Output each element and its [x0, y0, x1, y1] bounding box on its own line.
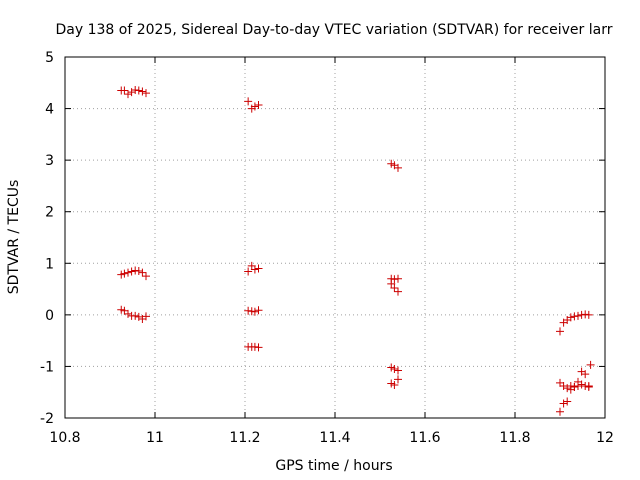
ticks: [64, 56, 606, 419]
data-point: [390, 365, 399, 374]
data-point: [120, 86, 129, 95]
data-point: [559, 399, 568, 408]
data-point: [120, 269, 129, 278]
data-point: [250, 265, 259, 274]
y-tick-label: -1: [40, 359, 54, 375]
data-point: [566, 313, 575, 322]
data-point: [556, 407, 564, 416]
x-tick-label: 11.4: [319, 430, 350, 446]
data-point: [134, 267, 143, 276]
data-point: [134, 86, 143, 95]
data-point: [127, 88, 136, 97]
data-point: [138, 87, 147, 96]
data-point: [134, 312, 143, 321]
x-tick-label: 11: [146, 430, 164, 446]
y-tick-label: -2: [40, 411, 54, 427]
data-point: [556, 327, 564, 336]
data-point: [142, 312, 150, 321]
data-point: [586, 360, 595, 369]
data-point: [131, 266, 140, 275]
x-axis-label: GPS time / hours: [275, 458, 392, 474]
data-point: [584, 382, 593, 391]
grid: [65, 57, 605, 418]
data-point: [138, 268, 147, 277]
y-tick-label: 0: [45, 308, 54, 324]
data-point: [394, 274, 402, 283]
x-tick-label: 11.2: [229, 430, 260, 446]
data-point: [254, 343, 263, 352]
data-point: [394, 375, 402, 384]
data-point: [394, 287, 402, 296]
data-point: [581, 370, 590, 379]
data-point: [124, 309, 132, 318]
data-point: [250, 307, 259, 316]
data-point: [124, 268, 132, 277]
data-point: [390, 275, 399, 284]
y-tick-label: 2: [45, 205, 54, 221]
data-point: [577, 310, 586, 319]
data-point: [250, 102, 259, 111]
data-point: [581, 310, 590, 319]
data-points: [117, 86, 595, 416]
y-tick-label: 1: [45, 256, 54, 272]
data-point: [574, 377, 582, 386]
data-point: [570, 383, 579, 392]
data-point: [254, 264, 263, 273]
data-point: [563, 397, 572, 406]
data-point: [390, 380, 399, 389]
data-point: [570, 312, 579, 321]
data-point: [244, 97, 253, 106]
data-point: [142, 272, 150, 281]
x-tick-label: 11.6: [409, 430, 440, 446]
data-point: [254, 100, 263, 109]
data-point: [574, 311, 582, 320]
x-tick-label: 11.8: [499, 430, 530, 446]
data-point: [250, 342, 259, 351]
data-point: [390, 284, 399, 293]
data-point: [563, 384, 572, 393]
data-point: [559, 382, 568, 391]
data-point: [394, 366, 402, 375]
data-point: [244, 267, 253, 276]
x-tick-label: 10.8: [49, 430, 80, 446]
data-point: [584, 310, 593, 319]
y-tick-label: 3: [45, 153, 54, 169]
data-point: [127, 267, 136, 276]
data-point: [124, 90, 132, 99]
x-tick-label: 12: [596, 430, 614, 446]
data-point: [131, 311, 140, 320]
y-tick-label: 5: [45, 50, 54, 66]
data-point: [142, 89, 150, 98]
y-tick-label: 4: [45, 102, 54, 118]
data-point: [387, 279, 396, 288]
chart-title: Day 138 of 2025, Sidereal Day-to-day VTE…: [56, 22, 613, 38]
data-point: [394, 163, 402, 172]
data-point: [244, 306, 253, 315]
data-point: [254, 306, 263, 315]
y-axis-label: SDTVAR / TECUs: [6, 180, 22, 295]
data-point: [566, 382, 575, 391]
data-point: [131, 86, 140, 95]
